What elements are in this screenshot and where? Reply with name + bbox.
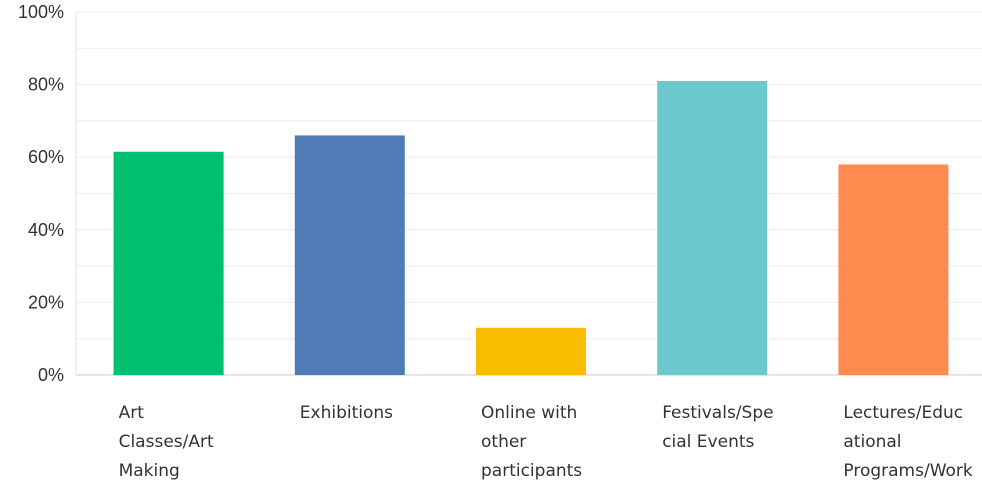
bar: [113, 151, 224, 375]
x-tick-label-line: Festivals/Spe: [662, 403, 773, 423]
x-tick-label-line: cial Events: [662, 432, 754, 452]
x-axis-labels: Art Classes/Art Making Exhibitions Online wi…: [119, 403, 973, 481]
x-tick-label-line: Online with: [481, 403, 577, 423]
bar: [838, 164, 949, 375]
x-tick-label-line: participants: [481, 461, 582, 481]
x-tick-label-line: Exhibitions: [300, 403, 393, 423]
y-tick-label: 40%: [28, 220, 64, 240]
x-tick-label: Lectures/Educ ational Programs/Work: [843, 403, 973, 481]
y-tick-label: 0%: [38, 365, 64, 385]
bar: [657, 80, 768, 375]
x-tick-label: Online with other participants: [481, 403, 582, 481]
grid-lines: [76, 11, 982, 376]
x-tick-label: Art Classes/Art Making: [119, 403, 214, 481]
x-tick-label-line: Classes/Art: [119, 432, 214, 452]
x-tick-label: Exhibitions: [300, 403, 393, 423]
x-tick-label-line: Programs/Work: [843, 461, 973, 481]
x-tick-label-line: Making: [119, 461, 180, 481]
x-tick-label-line: Lectures/Educ: [843, 403, 963, 423]
bar: [476, 327, 586, 375]
x-tick-label-line: ational: [843, 432, 901, 452]
y-tick-label: 100%: [18, 2, 64, 22]
bar: [294, 135, 405, 375]
bars: [113, 80, 949, 375]
x-tick-label-line: Art: [119, 403, 145, 423]
x-tick-label: Festivals/Spe cial Events: [662, 403, 773, 452]
y-axis: 0% 20% 40% 60% 80% 100%: [18, 2, 77, 385]
y-tick-label: 80%: [28, 75, 64, 95]
y-tick-label: 60%: [28, 147, 64, 167]
y-tick-label: 20%: [28, 292, 64, 312]
x-tick-label-line: other: [481, 432, 526, 452]
